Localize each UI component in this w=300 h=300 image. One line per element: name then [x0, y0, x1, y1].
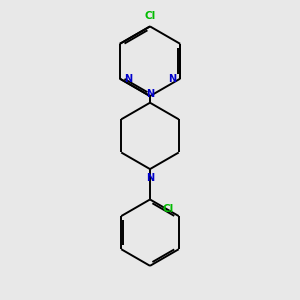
- Text: Cl: Cl: [144, 11, 156, 21]
- Text: N: N: [124, 74, 132, 84]
- Text: N: N: [146, 173, 154, 183]
- Text: N: N: [146, 89, 154, 99]
- Text: Cl: Cl: [163, 204, 174, 214]
- Text: N: N: [168, 74, 176, 84]
